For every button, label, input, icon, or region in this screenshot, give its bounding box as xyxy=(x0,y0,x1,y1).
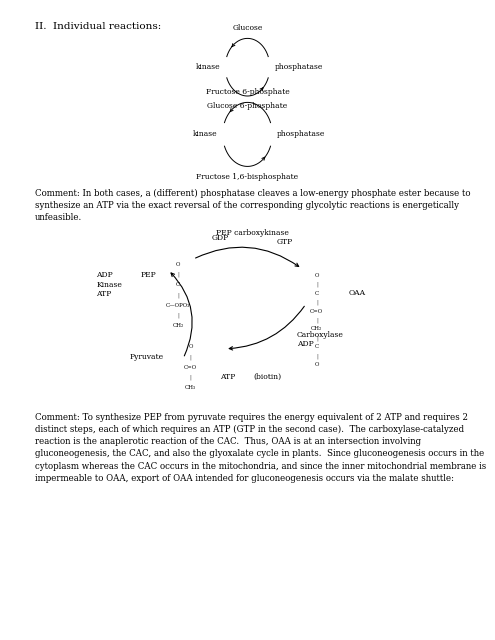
Text: C=O: C=O xyxy=(310,308,323,314)
Text: O: O xyxy=(315,362,319,367)
Text: C: C xyxy=(315,344,319,349)
Text: O: O xyxy=(176,262,180,267)
Text: Kinase: Kinase xyxy=(97,281,122,289)
Text: (biotin): (biotin) xyxy=(253,373,281,381)
Text: Carboxylase: Carboxylase xyxy=(297,331,344,339)
Text: CH₂: CH₂ xyxy=(311,326,322,332)
Text: C—OPO₃: C—OPO₃ xyxy=(166,303,191,308)
Text: phosphatase: phosphatase xyxy=(277,131,326,138)
Text: CH₂: CH₂ xyxy=(173,323,184,328)
Text: Glucose 6-phosphate: Glucose 6-phosphate xyxy=(207,102,288,110)
Text: Comment: In both cases, a (different) phosphatase cleaves a low-energy phosphate: Comment: In both cases, a (different) ph… xyxy=(35,189,470,222)
Text: II.  Individual reactions:: II. Individual reactions: xyxy=(35,22,161,31)
Text: |: | xyxy=(316,353,318,358)
Text: |: | xyxy=(316,335,318,340)
Text: ATP: ATP xyxy=(97,291,112,298)
Text: Fructose 1,6-bisphosphate: Fructose 1,6-bisphosphate xyxy=(197,173,298,180)
Text: GDP: GDP xyxy=(212,234,229,242)
Text: O: O xyxy=(189,344,193,349)
Text: |: | xyxy=(177,272,179,277)
Text: phosphatase: phosphatase xyxy=(275,63,323,71)
Text: CH₃: CH₃ xyxy=(185,385,196,390)
Text: Pyruvate: Pyruvate xyxy=(129,353,163,361)
Text: ATP: ATP xyxy=(220,373,236,381)
Text: Comment: To synthesize PEP from pyruvate requires the energy equivalent of 2 ATP: Comment: To synthesize PEP from pyruvate… xyxy=(35,413,486,483)
Text: C: C xyxy=(176,282,180,287)
Text: Glucose: Glucose xyxy=(232,24,263,32)
Text: kinase: kinase xyxy=(193,131,218,138)
Text: Fructose 6-phosphate: Fructose 6-phosphate xyxy=(205,88,290,96)
Text: |: | xyxy=(177,313,179,318)
Text: kinase: kinase xyxy=(196,63,220,71)
Text: OAA: OAA xyxy=(349,289,366,297)
Text: |: | xyxy=(316,282,318,287)
Text: ADP: ADP xyxy=(97,271,113,279)
Text: |: | xyxy=(190,355,192,360)
Text: C: C xyxy=(315,291,319,296)
Text: PEP: PEP xyxy=(140,271,156,278)
Text: ADP: ADP xyxy=(297,340,314,348)
Text: PEP carboxykinase: PEP carboxykinase xyxy=(216,228,289,237)
Text: |: | xyxy=(190,375,192,380)
Text: O: O xyxy=(315,273,319,278)
Text: GTP: GTP xyxy=(277,238,293,246)
Text: |: | xyxy=(316,300,318,305)
Text: C=O: C=O xyxy=(184,365,197,370)
Text: |: | xyxy=(316,317,318,323)
Text: |: | xyxy=(177,292,179,298)
